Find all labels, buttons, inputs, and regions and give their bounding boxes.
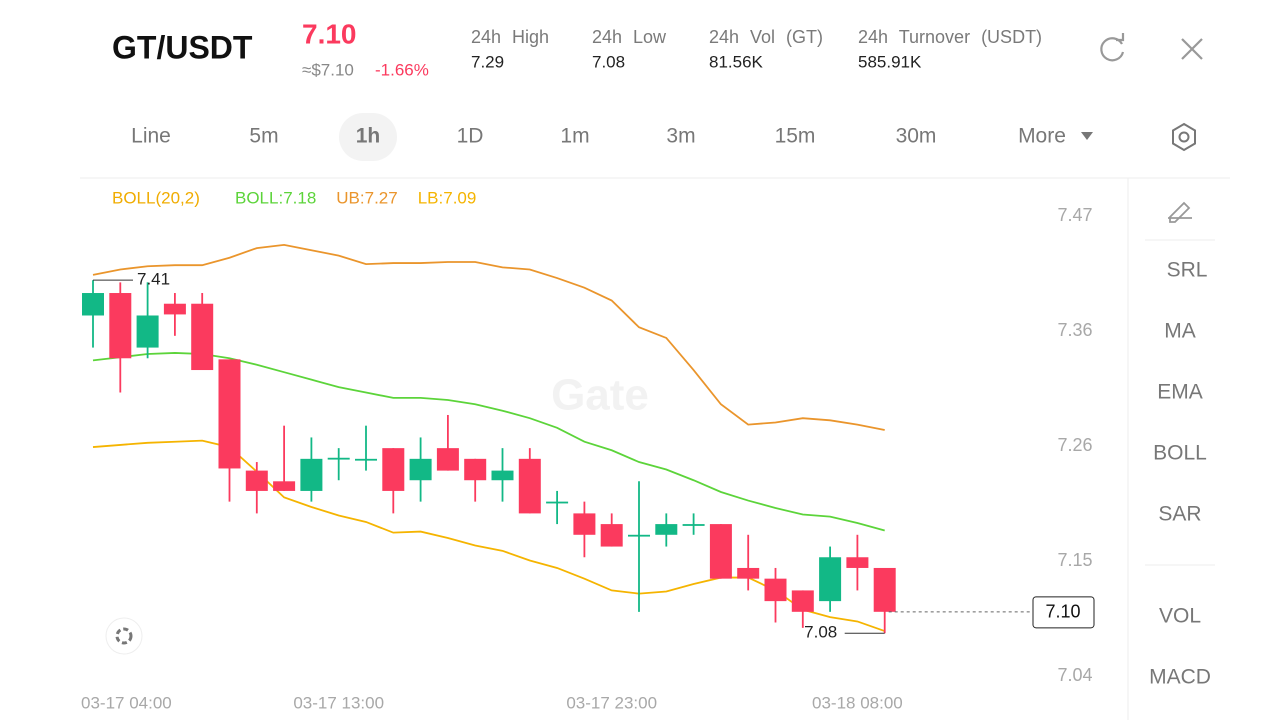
candle-body xyxy=(737,567,760,579)
indicator-tab[interactable]: BOLL xyxy=(1153,442,1207,465)
refresh-arrow xyxy=(1116,33,1125,42)
candle-body xyxy=(518,458,541,514)
legend-entry: LB:7.09 xyxy=(418,188,477,207)
price-change: -1.66% xyxy=(375,60,429,79)
usd-price: ≈$7.10 xyxy=(302,60,354,79)
timeframe-tab[interactable]: 1D xyxy=(457,125,484,148)
close-button[interactable] xyxy=(1181,38,1203,60)
timeframe-tab[interactable]: 3m xyxy=(666,125,695,148)
chart-tool-icon xyxy=(115,627,133,645)
x-tick-label: 03-17 04:00 xyxy=(81,693,172,712)
last-price-box xyxy=(1032,596,1095,629)
candle-body xyxy=(245,470,268,491)
candle-body xyxy=(273,481,296,491)
stat-label: 24h Turnover (USDT) xyxy=(858,27,1042,47)
indicator-tab[interactable]: SAR xyxy=(1158,503,1201,526)
stat-value: 7.29 xyxy=(471,52,504,71)
candle-body xyxy=(682,524,705,526)
timeframe-tab[interactable]: Line xyxy=(131,125,171,148)
max-marker-label: 7.41 xyxy=(137,270,170,289)
candle-body xyxy=(819,557,842,602)
active-pill xyxy=(339,113,397,161)
indicator-tab[interactable]: VOL xyxy=(1159,605,1201,628)
x-tick-label: 03-17 23:00 xyxy=(566,693,657,712)
stat-label: 24h High xyxy=(471,27,549,47)
timeframe-tab[interactable]: 5m xyxy=(249,125,278,148)
y-tick-label: 7.04 xyxy=(1057,665,1092,685)
x-tick-label: 03-17 13:00 xyxy=(293,693,384,712)
candle-body xyxy=(464,458,487,481)
y-tick-label: 7.36 xyxy=(1057,320,1092,340)
timeframe-tab[interactable]: 1m xyxy=(560,125,589,148)
candle-body xyxy=(791,590,814,612)
candle-body xyxy=(300,458,323,491)
candle-body xyxy=(355,458,377,461)
symbol: GT/USDT xyxy=(112,29,253,65)
candle-body xyxy=(382,448,405,491)
y-tick-label: 7.15 xyxy=(1057,550,1092,570)
candle-body xyxy=(327,457,350,460)
candle-body xyxy=(82,293,104,316)
indicator-tab[interactable]: EMA xyxy=(1157,381,1203,404)
legend-entry: UB:7.27 xyxy=(336,188,397,207)
candle-body xyxy=(573,513,596,535)
candle-body xyxy=(764,578,787,602)
timeframe-tab[interactable]: More xyxy=(1018,125,1066,148)
candle-body xyxy=(436,448,459,471)
settings-button[interactable] xyxy=(1172,122,1196,152)
watermark: Gate xyxy=(551,371,649,420)
refresh-button[interactable] xyxy=(1100,33,1125,62)
candle-body xyxy=(709,524,732,579)
timeframe-tab[interactable]: 30m xyxy=(896,125,937,148)
chart-tool-button[interactable] xyxy=(105,617,143,655)
candle-body xyxy=(655,524,678,535)
settings-icon xyxy=(1178,131,1190,143)
legend-entry: BOLL:7.18 xyxy=(235,188,316,207)
stat-value: 7.08 xyxy=(592,52,625,71)
band-line xyxy=(92,243,885,431)
x-tick-label: 03-18 08:00 xyxy=(812,693,903,712)
close-icon xyxy=(1181,38,1203,60)
stat-label: 24h Low xyxy=(592,27,667,47)
stat-value: 585.91K xyxy=(858,52,922,71)
candle-body xyxy=(136,315,159,348)
candle-body xyxy=(628,534,650,537)
last-price-label: 7.10 xyxy=(1045,602,1080,622)
band-line xyxy=(92,439,885,632)
candle-body xyxy=(191,303,214,371)
stat-label: 24h Vol (GT) xyxy=(709,27,823,47)
draw-tool-button[interactable] xyxy=(1168,201,1192,223)
candle-body xyxy=(163,303,186,315)
candle-body xyxy=(218,359,241,469)
indicator-tab[interactable]: MA xyxy=(1164,320,1196,343)
y-tick-label: 7.47 xyxy=(1057,205,1092,225)
refresh-icon xyxy=(1100,37,1125,62)
candle-body xyxy=(873,567,896,612)
min-marker-label: 7.08 xyxy=(804,623,837,642)
candle-body xyxy=(409,458,432,481)
y-tick-label: 7.26 xyxy=(1057,435,1092,455)
timeframe-tab[interactable]: 15m xyxy=(775,125,816,148)
indicator-tab[interactable]: MACD xyxy=(1149,666,1211,689)
indicator-label: BOLL(20,2) xyxy=(112,188,200,207)
candle-body xyxy=(600,524,623,547)
candle-body xyxy=(846,557,869,568)
candle-body xyxy=(546,501,569,504)
timeframe-tab[interactable]: 1h xyxy=(356,125,381,148)
candle-body xyxy=(491,470,514,481)
stat-value: 81.56K xyxy=(709,52,764,71)
candle-body xyxy=(109,293,132,359)
indicator-tab[interactable]: SRL xyxy=(1167,259,1208,282)
band-line xyxy=(92,352,885,532)
last-price: 7.10 xyxy=(302,18,357,49)
dropdown-arrow xyxy=(1081,132,1093,140)
